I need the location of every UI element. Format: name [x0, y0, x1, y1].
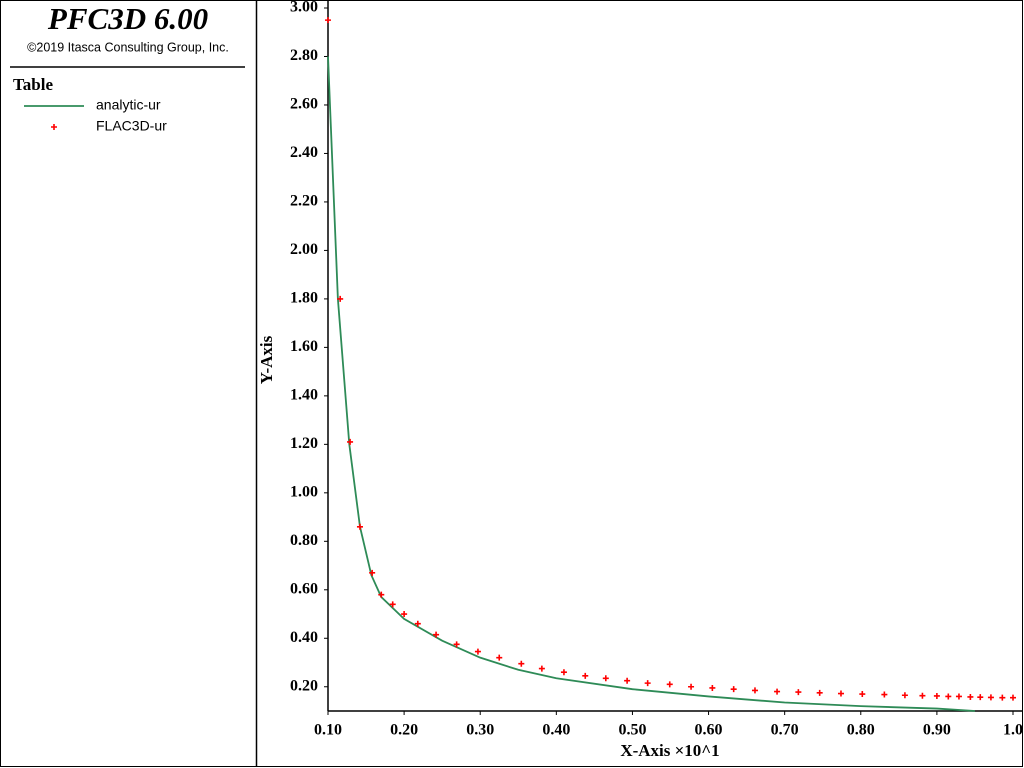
x-axis-title: X-Axis ×10^1	[620, 741, 719, 760]
x-tick-label: 0.80	[847, 722, 875, 739]
marker	[369, 569, 376, 576]
marker	[602, 675, 609, 682]
marker	[999, 694, 1006, 701]
marker	[945, 693, 952, 700]
legend: analytic-ur FLAC3D-ur	[24, 97, 167, 134]
marker	[967, 693, 974, 700]
marker	[453, 641, 460, 648]
y-tick-label: 2.20	[290, 193, 318, 210]
marker	[881, 691, 888, 698]
x-tick-label: 0.70	[771, 722, 799, 739]
y-tick-label: 1.40	[290, 387, 318, 404]
marker	[977, 694, 984, 701]
marker	[955, 693, 962, 700]
y-tick-label: 2.00	[290, 241, 318, 258]
legend-swatch	[51, 124, 57, 130]
legend-label: analytic-ur	[96, 97, 161, 113]
marker	[751, 687, 758, 694]
y-tick-label: 1.00	[290, 483, 318, 500]
plot: 0.20 0.40 0.60 0.80 1.00 1.20 1.40 1.60 1.80 2.00…	[290, 0, 1023, 739]
y-tick-label: 2.40	[290, 144, 318, 161]
marker	[518, 660, 525, 667]
marker	[901, 692, 908, 699]
marker	[401, 611, 408, 618]
y-tick-label: 3.00	[290, 0, 318, 16]
x-tick-label: 0.10	[314, 722, 342, 739]
y-tick-label: 0.20	[290, 677, 318, 694]
y-tick-label: 1.20	[290, 435, 318, 452]
x-tick-label: 0.20	[390, 722, 418, 739]
marker	[474, 648, 481, 655]
marker	[688, 683, 695, 690]
marker	[1010, 694, 1016, 701]
marker	[644, 680, 651, 687]
legend-label: FLAC3D-ur	[96, 118, 167, 134]
y-tick-label: 1.80	[290, 290, 318, 307]
marker	[378, 591, 385, 598]
y-tick-label: 0.80	[290, 532, 318, 549]
marker	[356, 523, 363, 530]
marker	[496, 654, 503, 661]
marker	[538, 665, 545, 672]
marker	[730, 686, 737, 693]
marker	[433, 631, 440, 638]
marker	[709, 684, 716, 691]
copyright: ©2019 Itasca Consulting Group, Inc.	[27, 40, 229, 54]
marker	[774, 688, 781, 695]
marker	[666, 681, 673, 688]
y-tick-label: 2.60	[290, 96, 318, 113]
x-tick-label: 0.50	[618, 722, 646, 739]
marker	[582, 672, 589, 679]
x-tick-label: 0.90	[923, 722, 951, 739]
marker	[414, 620, 421, 627]
marker	[560, 669, 567, 676]
marker	[816, 689, 823, 696]
y-tick-label: 0.40	[290, 629, 318, 646]
x-tick-label: 1.0	[1003, 722, 1023, 739]
marker	[795, 689, 802, 696]
x-tick-label: 0.30	[466, 722, 494, 739]
marker	[347, 438, 354, 445]
y-tick-label: 1.60	[290, 338, 318, 355]
app-title: PFC3D 6.00	[47, 1, 208, 36]
marker	[837, 690, 844, 697]
marker	[389, 601, 396, 608]
marker	[859, 691, 866, 698]
marker	[933, 692, 940, 699]
x-tick-label: 0.60	[695, 722, 723, 739]
y-axis-title: Y-Axis	[257, 335, 276, 384]
line-series	[327, 56, 976, 712]
y-tick-label: 0.60	[290, 580, 318, 597]
marker	[987, 694, 994, 701]
marker	[919, 692, 926, 699]
x-tick-label: 0.40	[542, 722, 570, 739]
legend-title: Table	[13, 75, 53, 94]
marker	[325, 17, 331, 24]
marker	[624, 677, 631, 684]
y-tick-label: 2.80	[290, 47, 318, 64]
marker	[337, 295, 344, 302]
